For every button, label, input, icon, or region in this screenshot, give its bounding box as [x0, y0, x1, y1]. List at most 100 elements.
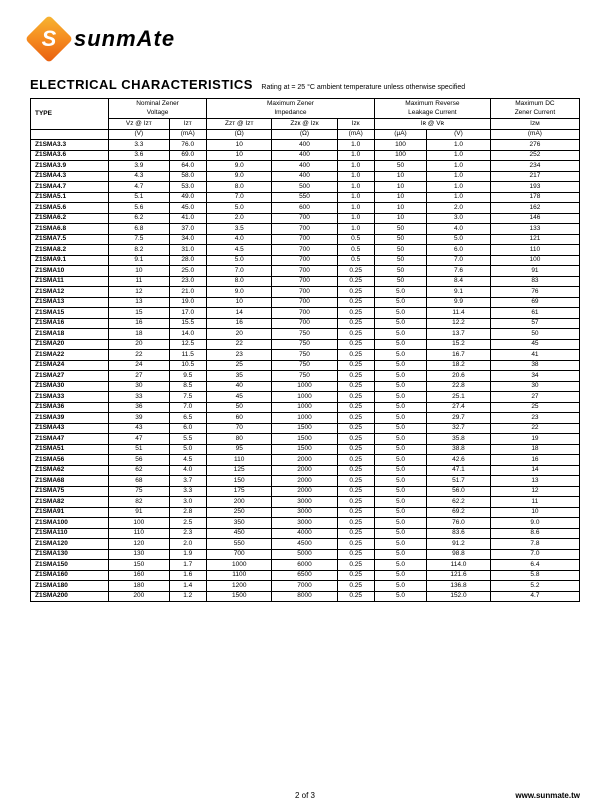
- cell-value: 1.9: [169, 549, 206, 560]
- col-type: TYPE: [31, 99, 109, 130]
- cell-value: 9.0: [490, 518, 579, 529]
- cell-type: Z1SMA33: [31, 392, 109, 403]
- cell-value: 69.2: [427, 507, 491, 518]
- cell-value: 30: [490, 381, 579, 392]
- cell-value: 700: [272, 213, 337, 224]
- cell-value: 5.0: [374, 392, 426, 403]
- cell-value: 5.2: [490, 581, 579, 592]
- cell-value: 5.0: [374, 497, 426, 508]
- cell-value: 51.7: [427, 476, 491, 487]
- table-row: Z1SMA131319.0107000.255.09.969: [31, 297, 580, 308]
- cell-value: 1.0: [427, 182, 491, 193]
- cell-value: 5.0: [374, 465, 426, 476]
- cell-value: 100: [109, 518, 169, 529]
- cell-value: 0.5: [337, 255, 374, 266]
- cell-value: 22: [109, 350, 169, 361]
- table-row: Z1SMA1501501.7100060000.255.0114.06.4: [31, 560, 580, 571]
- cell-value: 121: [490, 234, 579, 245]
- cell-value: 25: [490, 402, 579, 413]
- table-row: Z1SMA82823.020030000.255.062.211: [31, 497, 580, 508]
- cell-value: 9.0: [206, 161, 272, 172]
- col-symbol: Izм: [490, 119, 579, 130]
- cell-value: 37.0: [169, 224, 206, 235]
- cell-value: 1.0: [337, 224, 374, 235]
- cell-value: 250: [206, 507, 272, 518]
- cell-value: 700: [272, 287, 337, 298]
- cell-value: 200: [206, 497, 272, 508]
- cell-type: Z1SMA3.6: [31, 150, 109, 161]
- cell-value: 62: [109, 465, 169, 476]
- cell-value: 45.0: [169, 203, 206, 214]
- table-row: Z1SMA43436.07015000.255.032.722: [31, 423, 580, 434]
- cell-value: 80: [206, 434, 272, 445]
- table-row: Z1SMA51515.09515000.255.038.818: [31, 444, 580, 455]
- cell-type: Z1SMA68: [31, 476, 109, 487]
- cell-value: 11.5: [169, 350, 206, 361]
- cell-value: 146: [490, 213, 579, 224]
- table-row: Z1SMA75753.317520000.255.056.012: [31, 486, 580, 497]
- col-blank: [31, 129, 109, 140]
- cell-value: 0.25: [337, 434, 374, 445]
- cell-type: Z1SMA75: [31, 486, 109, 497]
- cell-value: 400: [272, 150, 337, 161]
- cell-value: 1000: [272, 402, 337, 413]
- cell-value: 25.1: [427, 392, 491, 403]
- cell-value: 2.0: [427, 203, 491, 214]
- cell-value: 110: [109, 528, 169, 539]
- cell-value: 14: [206, 308, 272, 319]
- cell-value: 29.7: [427, 413, 491, 424]
- cell-value: 23.0: [169, 276, 206, 287]
- cell-value: 25.0: [169, 266, 206, 277]
- cell-value: 700: [272, 318, 337, 329]
- cell-value: 0.25: [337, 486, 374, 497]
- cell-value: 50: [374, 161, 426, 172]
- cell-value: 38: [490, 360, 579, 371]
- cell-value: 0.25: [337, 413, 374, 424]
- cell-value: 700: [272, 266, 337, 277]
- cell-value: 3.7: [169, 476, 206, 487]
- cell-value: 16: [206, 318, 272, 329]
- cell-value: 4.7: [490, 591, 579, 602]
- cell-value: 5.0: [169, 444, 206, 455]
- table-row: Z1SMA1001002.535030000.255.076.09.0: [31, 518, 580, 529]
- cell-type: Z1SMA4.3: [31, 171, 109, 182]
- cell-value: 110: [206, 455, 272, 466]
- cell-value: 700: [272, 276, 337, 287]
- table-row: Z1SMA6.86.837.03.57001.0504.0133: [31, 224, 580, 235]
- col-symbol: Izт: [169, 119, 206, 130]
- col-group: Leakage Current: [374, 109, 490, 119]
- cell-value: 700: [272, 308, 337, 319]
- cell-value: 50: [374, 245, 426, 256]
- cell-value: 2.3: [169, 528, 206, 539]
- cell-type: Z1SMA20: [31, 339, 109, 350]
- cell-value: 550: [206, 539, 272, 550]
- cell-value: 0.25: [337, 570, 374, 581]
- cell-value: 1.0: [337, 150, 374, 161]
- cell-value: 3.3: [109, 140, 169, 151]
- cell-value: 1.0: [337, 171, 374, 182]
- cell-value: 6.2: [109, 213, 169, 224]
- cell-value: 1.0: [427, 161, 491, 172]
- section-title: ELECTRICAL CHARACTERISTICS: [30, 77, 253, 92]
- cell-value: 10: [374, 213, 426, 224]
- cell-value: 42.6: [427, 455, 491, 466]
- cell-value: 5.8: [490, 570, 579, 581]
- cell-value: 39: [109, 413, 169, 424]
- cell-value: 1000: [206, 560, 272, 571]
- cell-value: 0.25: [337, 455, 374, 466]
- cell-value: 700: [272, 297, 337, 308]
- cell-value: 70: [206, 423, 272, 434]
- cell-value: 0.25: [337, 381, 374, 392]
- cell-value: 121.6: [427, 570, 491, 581]
- cell-value: 3.0: [169, 497, 206, 508]
- cell-type: Z1SMA7.5: [31, 234, 109, 245]
- cell-value: 1500: [272, 434, 337, 445]
- cell-value: 1500: [272, 423, 337, 434]
- cell-value: 6000: [272, 560, 337, 571]
- cell-value: 50: [374, 234, 426, 245]
- col-symbol: Vz @ Izт: [109, 119, 169, 130]
- table-row: Z1SMA3.93.964.09.04001.0501.0234: [31, 161, 580, 172]
- cell-value: 0.25: [337, 318, 374, 329]
- cell-value: 6.0: [169, 423, 206, 434]
- cell-value: 7.0: [206, 192, 272, 203]
